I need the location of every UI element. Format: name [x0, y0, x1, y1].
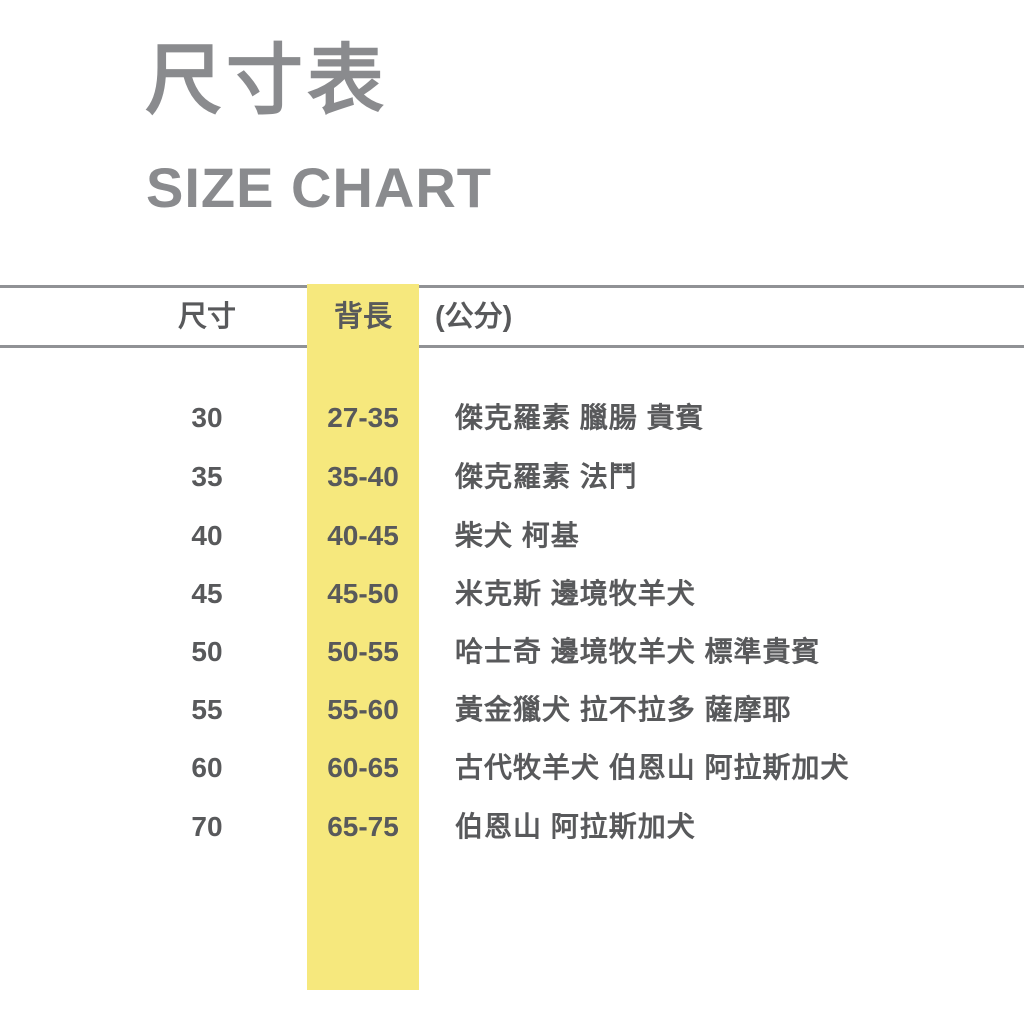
back-length-cell: 60-65: [327, 752, 399, 783]
back-length-cell: 27-35: [327, 402, 399, 433]
table-row: 30 27-35 傑克羅素 臘腸 貴賓: [0, 389, 1024, 447]
table-row: 55 55-60 黃金獵犬 拉不拉多 薩摩耶: [0, 681, 1024, 739]
back-length-cell: 55-60: [327, 694, 399, 725]
table-row: 40 40-45 柴犬 柯基: [0, 507, 1024, 565]
header-size-label: 尺寸: [177, 301, 236, 333]
header-back-length-label: 背長: [333, 301, 392, 333]
size-cell: 50: [191, 636, 223, 667]
table-row: 50 50-55 哈士奇 邊境牧羊犬 標準貴賓: [0, 623, 1024, 681]
back-length-cell: 45-50: [327, 578, 399, 609]
back-length-cell: 50-55: [327, 636, 399, 667]
size-cell: 55: [191, 694, 223, 725]
back-length-cell: 65-75: [327, 811, 399, 842]
breeds-cell: 古代牧羊犬 伯恩山 阿拉斯加犬: [455, 752, 850, 783]
table-header-row: 尺寸 背長 (公分): [0, 288, 1024, 346]
header-top-rule: [0, 285, 1024, 288]
page-title: 尺寸表: [145, 38, 388, 124]
breeds-cell: 傑克羅素 臘腸 貴賓: [455, 402, 705, 433]
breeds-cell: 柴犬 柯基: [455, 520, 580, 551]
breeds-cell: 哈士奇 邊境牧羊犬 標準貴賓: [455, 636, 821, 667]
back-length-highlight-column: [307, 284, 419, 990]
table-row: 70 65-75 伯恩山 阿拉斯加犬: [0, 798, 1024, 856]
page-subtitle: SIZE CHART: [146, 156, 492, 219]
size-cell: 45: [191, 578, 223, 609]
table-row: 45 45-50 米克斯 邊境牧羊犬: [0, 565, 1024, 623]
size-cell: 70: [191, 811, 223, 842]
breeds-cell: 傑克羅素 法鬥: [455, 461, 638, 492]
header-unit-label: (公分): [435, 301, 513, 333]
size-cell: 30: [191, 402, 223, 433]
breeds-cell: 黃金獵犬 拉不拉多 薩摩耶: [455, 694, 792, 725]
header-bottom-rule: [0, 345, 1024, 348]
back-length-cell: 40-45: [327, 520, 399, 551]
size-cell: 60: [191, 752, 223, 783]
table-row: 35 35-40 傑克羅素 法鬥: [0, 448, 1024, 506]
size-cell: 40: [191, 520, 223, 551]
breeds-cell: 米克斯 邊境牧羊犬: [455, 578, 696, 609]
size-cell: 35: [191, 461, 223, 492]
table-row: 60 60-65 古代牧羊犬 伯恩山 阿拉斯加犬: [0, 739, 1024, 797]
back-length-cell: 35-40: [327, 461, 399, 492]
breeds-cell: 伯恩山 阿拉斯加犬: [455, 811, 696, 842]
